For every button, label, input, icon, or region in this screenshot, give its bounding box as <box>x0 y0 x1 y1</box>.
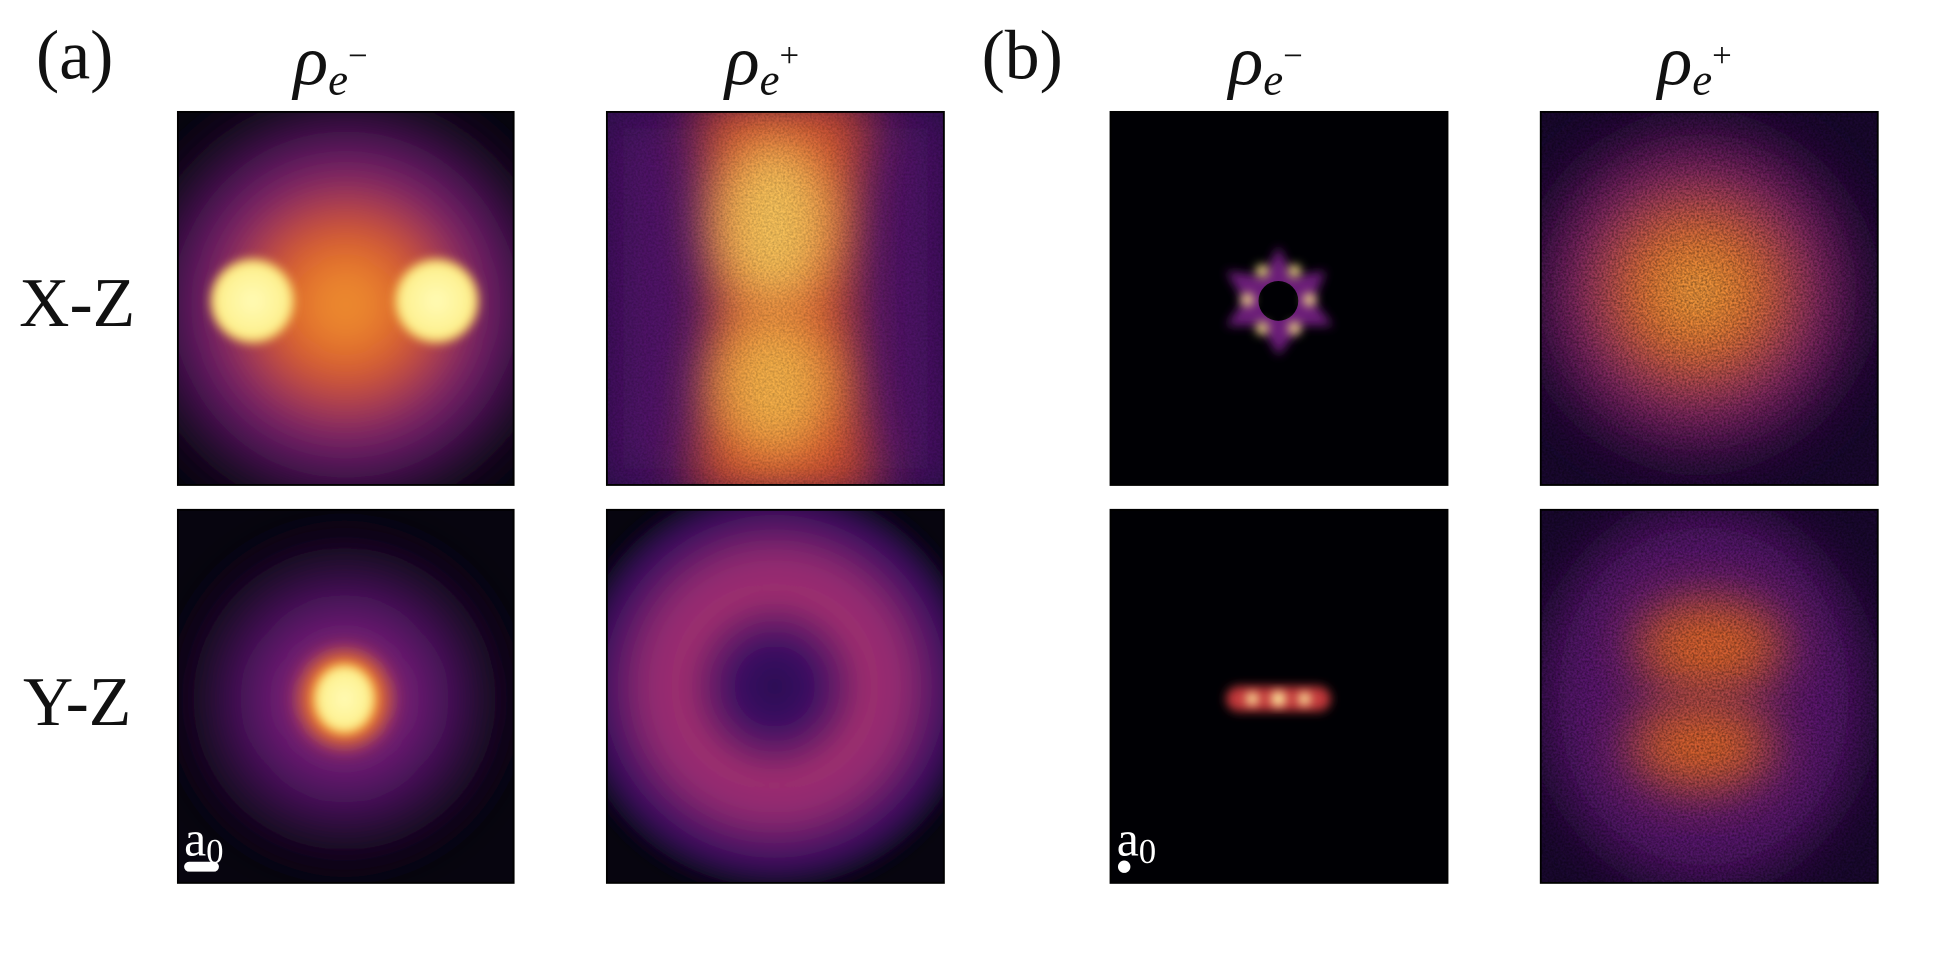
density-map <box>1110 509 1448 883</box>
density-map <box>177 509 514 883</box>
column-headers: ρe− ρe+ ρe− ρe+ <box>292 21 1732 105</box>
row-label: X-Z <box>19 265 135 342</box>
scale-label: a0 <box>1117 812 1156 871</box>
density-map <box>606 111 944 485</box>
subscript: e <box>1692 55 1712 105</box>
column-header: ρe− <box>1227 21 1303 105</box>
frames <box>176 110 1879 884</box>
symbol: ρ <box>1227 21 1264 101</box>
subscript: e <box>1263 55 1283 105</box>
column-header: ρe− <box>292 21 368 105</box>
superscript: + <box>1712 36 1732 75</box>
density-map <box>1540 111 1878 485</box>
subscript: e <box>760 55 780 105</box>
column-header: ρe+ <box>1656 21 1732 105</box>
panel-label: (b) <box>982 17 1063 94</box>
symbol: ρ <box>723 21 760 101</box>
symbol: ρ <box>1656 21 1693 101</box>
density-map <box>606 509 944 883</box>
subscript: e <box>328 55 348 105</box>
superscript: − <box>348 36 368 75</box>
density-map <box>177 111 514 485</box>
superscript: − <box>1283 36 1303 75</box>
scale-label: a0 <box>184 812 223 871</box>
symbol: ρ <box>292 21 329 101</box>
superscript: + <box>780 36 800 75</box>
panel-label: (a) <box>36 17 113 94</box>
density-map <box>1540 509 1878 883</box>
row-label: Y-Z <box>23 664 131 741</box>
density-map <box>1110 111 1448 485</box>
column-header: ρe+ <box>723 21 799 105</box>
